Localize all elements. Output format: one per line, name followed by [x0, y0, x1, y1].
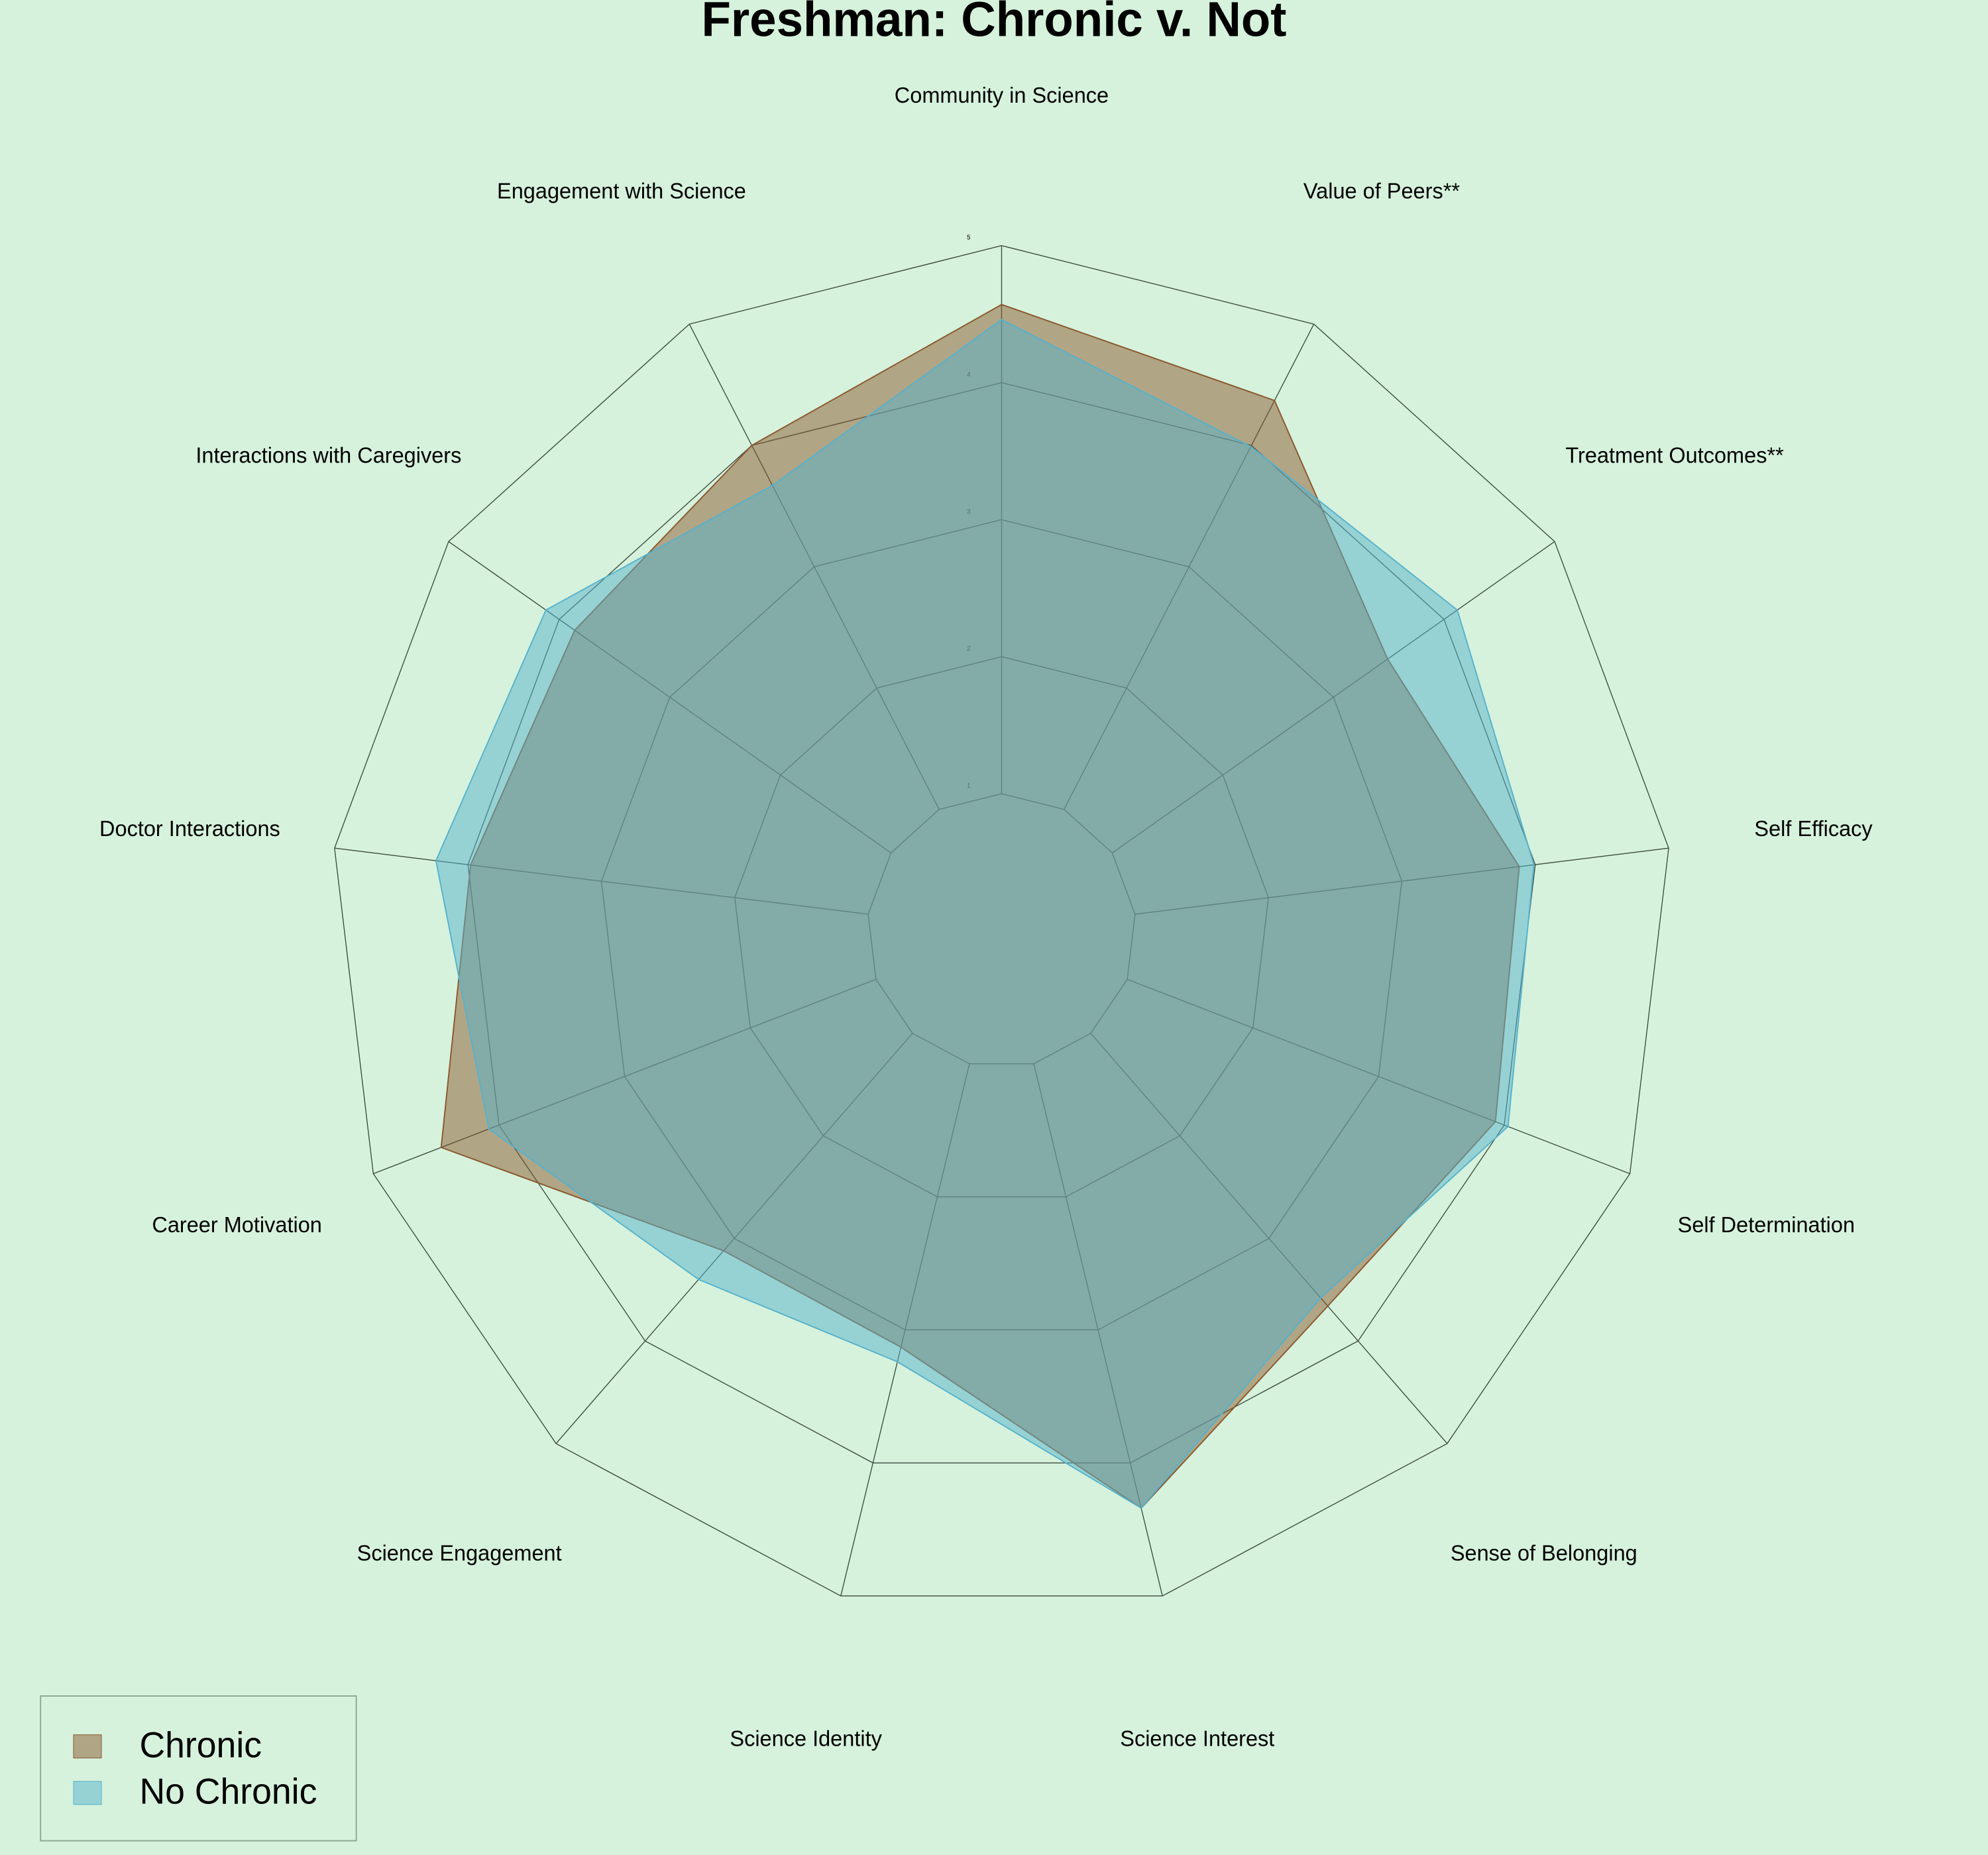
- axis-label: Doctor Interactions: [99, 816, 280, 841]
- series-layer: [435, 303, 1535, 1509]
- axis-label: Science Interest: [1120, 1726, 1274, 1750]
- labels: Community in Science Value of Peers** Trea…: [99, 83, 1873, 1751]
- axis-label: Sense of Belonging: [1451, 1540, 1637, 1565]
- axis-label: Self Determination: [1678, 1212, 1855, 1237]
- axis-label: Value of Peers**: [1303, 178, 1460, 203]
- legend-frame: [40, 1695, 357, 1842]
- axis-label: Science Engagement: [357, 1540, 562, 1565]
- chart-title: Freshman: Chronic v. Not: [701, 0, 1286, 47]
- r-tick-label: 5: [967, 235, 970, 242]
- legend-label: Chronic: [139, 1725, 262, 1766]
- legend-label: No Chronic: [139, 1772, 317, 1812]
- axis-label: Community in Science: [895, 83, 1109, 107]
- legend: Chronic No Chronic: [40, 1695, 357, 1842]
- grid-ring: [334, 245, 1669, 1597]
- axis-label: Career Motivation: [152, 1212, 322, 1237]
- legend-swatch: [73, 1781, 102, 1805]
- axis-label: Engagement with Science: [497, 178, 746, 203]
- legend-swatch: [73, 1734, 102, 1759]
- axis-label: Interactions with Caregivers: [195, 443, 461, 467]
- axis-label: Science Identity: [730, 1726, 882, 1750]
- axis-label: Treatment Outcomes**: [1565, 443, 1784, 467]
- series-area: [435, 319, 1535, 1509]
- axis-label: Self Efficacy: [1754, 816, 1873, 841]
